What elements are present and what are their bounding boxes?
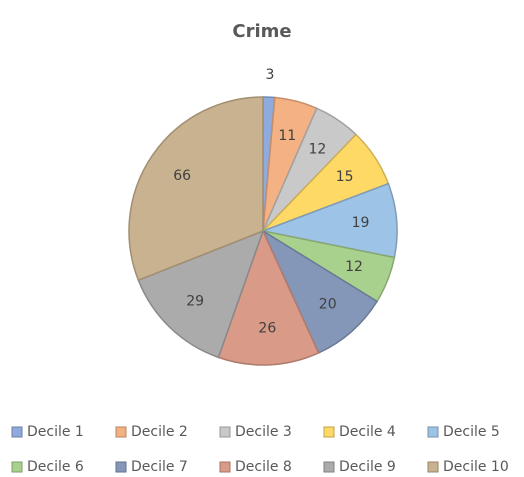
legend-swatch — [115, 426, 127, 438]
legend-label: Decile 8 — [235, 459, 292, 475]
pie-slice — [261, 229, 379, 354]
pie-slice — [217, 228, 320, 366]
legend-swatch — [11, 461, 23, 473]
legend-swatch — [219, 426, 231, 438]
legend-label: Decile 4 — [339, 424, 396, 440]
legend-label: Decile 1 — [27, 424, 84, 440]
chart-title: Crime — [232, 21, 291, 42]
legend-swatch — [323, 426, 335, 438]
legend-label: Decile 6 — [27, 459, 84, 475]
legend-label: Decile 3 — [235, 424, 292, 440]
legend-swatch — [11, 426, 23, 438]
legend-label: Decile 7 — [131, 459, 188, 475]
data-label: 3 — [265, 67, 274, 83]
data-label: 11 — [278, 128, 296, 144]
legend-label: Decile 5 — [443, 424, 500, 440]
data-label: 15 — [336, 169, 354, 185]
legend-label: Decile 2 — [131, 424, 188, 440]
legend-label: Decile 10 — [443, 459, 509, 475]
data-label: 20 — [319, 296, 337, 312]
data-label: 26 — [258, 321, 276, 337]
data-label: 12 — [309, 142, 327, 158]
legend-label: Decile 9 — [339, 459, 396, 475]
data-label: 66 — [173, 168, 191, 184]
legend-swatch — [427, 426, 439, 438]
data-label: 29 — [186, 293, 204, 309]
legend-swatch — [219, 461, 231, 473]
legend-swatch — [115, 461, 127, 473]
data-label: 12 — [345, 259, 363, 275]
data-label: 19 — [352, 215, 370, 231]
pie-slice — [128, 96, 264, 282]
pie-slice — [137, 229, 265, 359]
legend-swatch — [323, 461, 335, 473]
legend-swatch — [427, 461, 439, 473]
